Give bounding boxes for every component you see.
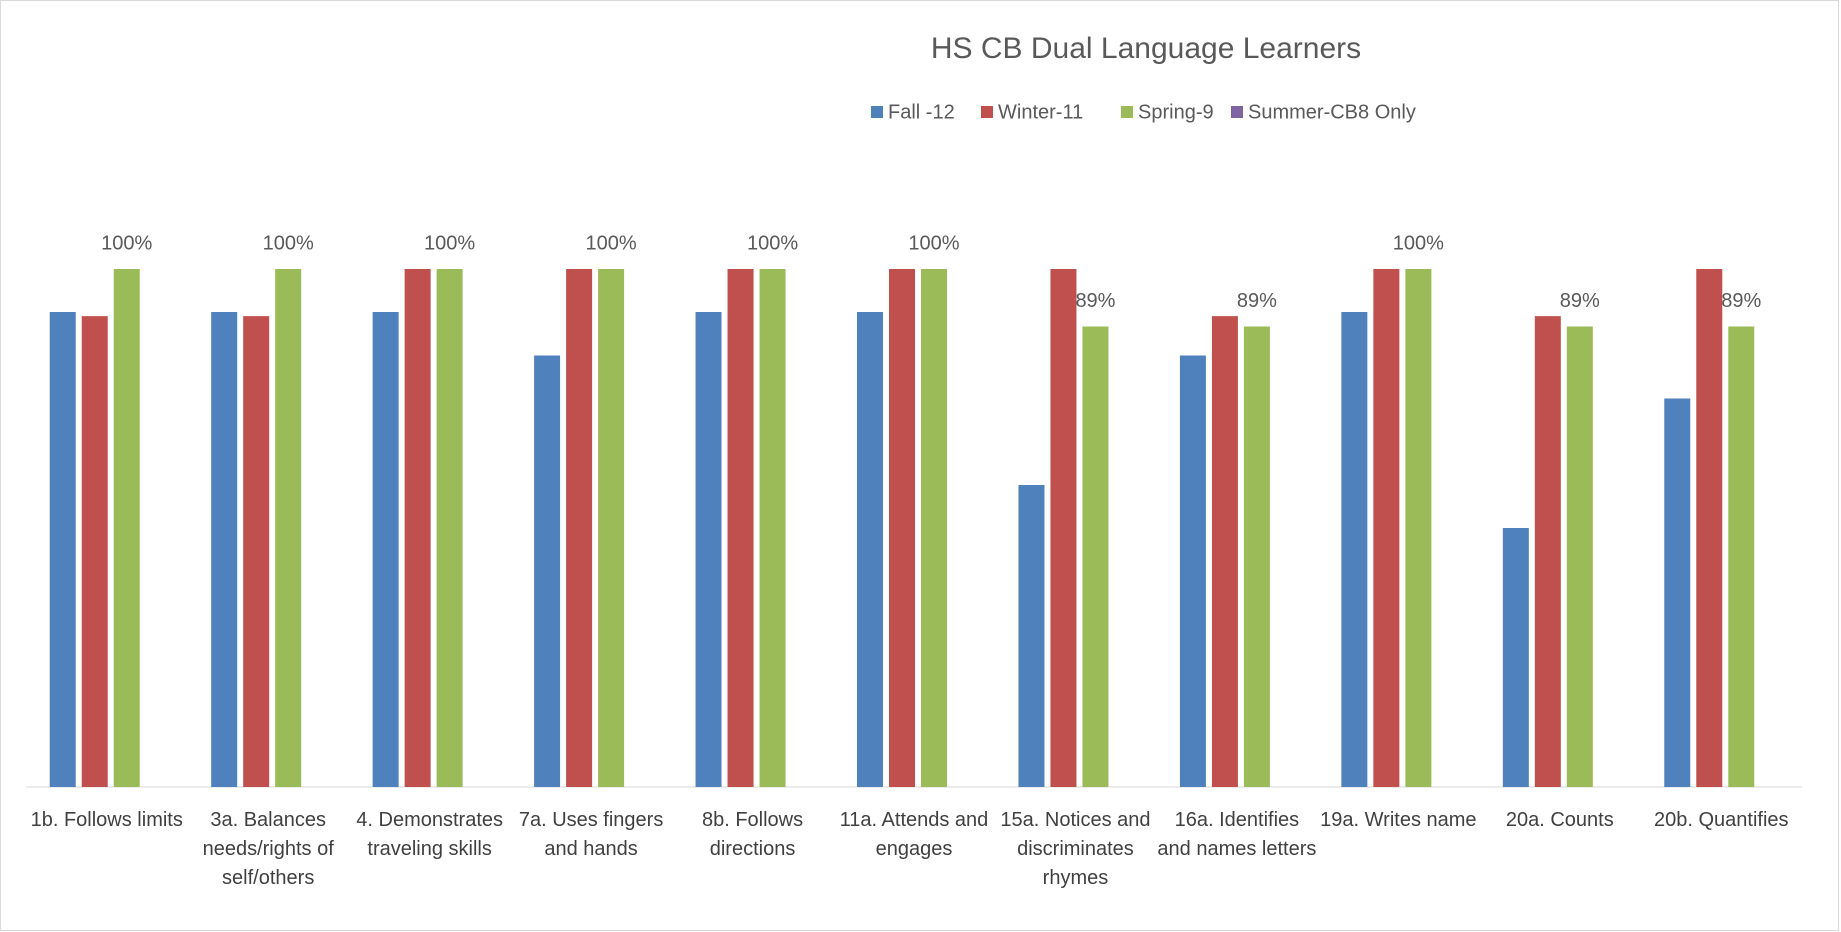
bar [1534, 316, 1561, 787]
bar [1696, 269, 1723, 787]
x-tick-label: 1b. Follows limits [30, 809, 183, 831]
bar [889, 269, 915, 787]
bar [1566, 326, 1593, 787]
x-tick-label: 20a. Counts [1505, 809, 1614, 831]
bar [1341, 311, 1368, 787]
bar [49, 311, 76, 787]
bar [404, 269, 431, 787]
data-label: 100% [1393, 232, 1444, 254]
bar [436, 269, 463, 787]
x-tick-label: 15a. Notices and discriminates rhymes [1000, 809, 1151, 889]
x-tick-label: 3a. Balances needs/rights of self/others [202, 809, 334, 889]
legend-swatch [981, 106, 993, 118]
data-label: 100% [586, 232, 637, 254]
x-tick-label: 11a. Attends and engages [839, 809, 989, 860]
x-tick-label: 7a. Uses fingers and hands [518, 809, 664, 860]
bar [1211, 316, 1238, 787]
x-tick-label: 20b. Quantifies [1653, 809, 1789, 831]
bar [598, 269, 625, 787]
legend-label: Winter-11 [998, 101, 1083, 123]
legend-label: Summer-CB8 Only [1248, 101, 1416, 123]
data-label: 100% [908, 232, 959, 254]
bar [1018, 485, 1045, 787]
data-label: 100% [747, 232, 798, 254]
legend-swatch [1121, 106, 1133, 118]
x-tick-label: 19a. Writes name [1320, 809, 1477, 831]
data-label: 100% [424, 232, 475, 254]
bar [243, 316, 270, 787]
x-tick-label: 4. Demonstrates traveling skills [356, 809, 503, 860]
bar [534, 355, 561, 787]
data-label: 100% [263, 232, 314, 254]
bar [211, 311, 238, 787]
bar [372, 311, 399, 787]
bar [113, 269, 140, 787]
bar [1405, 269, 1432, 787]
bar [1502, 528, 1529, 787]
x-tick-label: 16a. Identifies and names letters [1157, 809, 1317, 860]
legend-label: Fall -12 [888, 101, 955, 123]
x-tick-label: 8b. Follows directions [701, 809, 804, 860]
bar [1050, 269, 1077, 787]
legend-swatch [1231, 106, 1243, 118]
bar [1243, 326, 1270, 787]
bar [1082, 326, 1109, 787]
bar [759, 269, 786, 787]
legend-swatch [871, 106, 883, 118]
legend-label: Spring-9 [1138, 101, 1214, 123]
bar [1373, 269, 1400, 787]
data-label: 89% [1721, 290, 1761, 312]
data-label: 89% [1075, 290, 1115, 312]
bar [81, 316, 108, 787]
bar [1664, 398, 1691, 787]
bar [857, 311, 883, 787]
bar [921, 269, 947, 787]
bar [1179, 355, 1206, 787]
data-label: 100% [101, 232, 152, 254]
data-label: 89% [1560, 290, 1600, 312]
chart-title: HS CB Dual Language Learners [931, 32, 1361, 65]
bar [727, 269, 754, 787]
data-label: 89% [1237, 290, 1277, 312]
bar [566, 269, 593, 787]
bar [695, 311, 722, 787]
bar [275, 269, 302, 787]
bar [1728, 326, 1755, 787]
